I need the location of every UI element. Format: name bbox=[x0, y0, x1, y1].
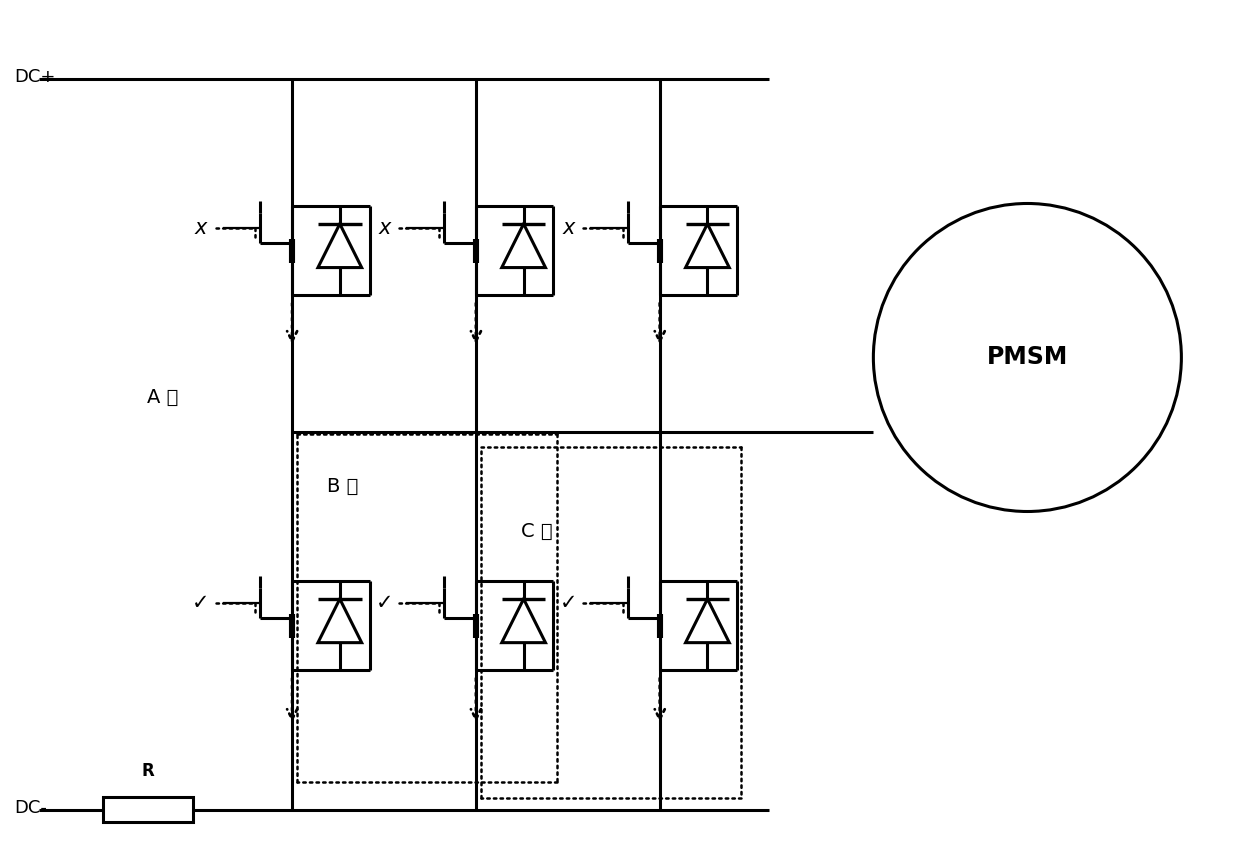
Text: B 相: B 相 bbox=[327, 477, 358, 496]
Text: x: x bbox=[378, 218, 391, 238]
Text: ✓: ✓ bbox=[192, 593, 210, 613]
Text: C 相: C 相 bbox=[521, 522, 552, 541]
Text: ✓: ✓ bbox=[376, 593, 393, 613]
Text: A 相: A 相 bbox=[148, 388, 179, 407]
Text: R: R bbox=[141, 762, 155, 779]
Text: DC-: DC- bbox=[14, 799, 47, 817]
Text: ✓: ✓ bbox=[559, 593, 577, 613]
FancyBboxPatch shape bbox=[103, 797, 192, 823]
Text: PMSM: PMSM bbox=[987, 345, 1068, 369]
Text: x: x bbox=[195, 218, 207, 238]
Text: DC+: DC+ bbox=[14, 68, 56, 87]
Text: x: x bbox=[562, 218, 574, 238]
